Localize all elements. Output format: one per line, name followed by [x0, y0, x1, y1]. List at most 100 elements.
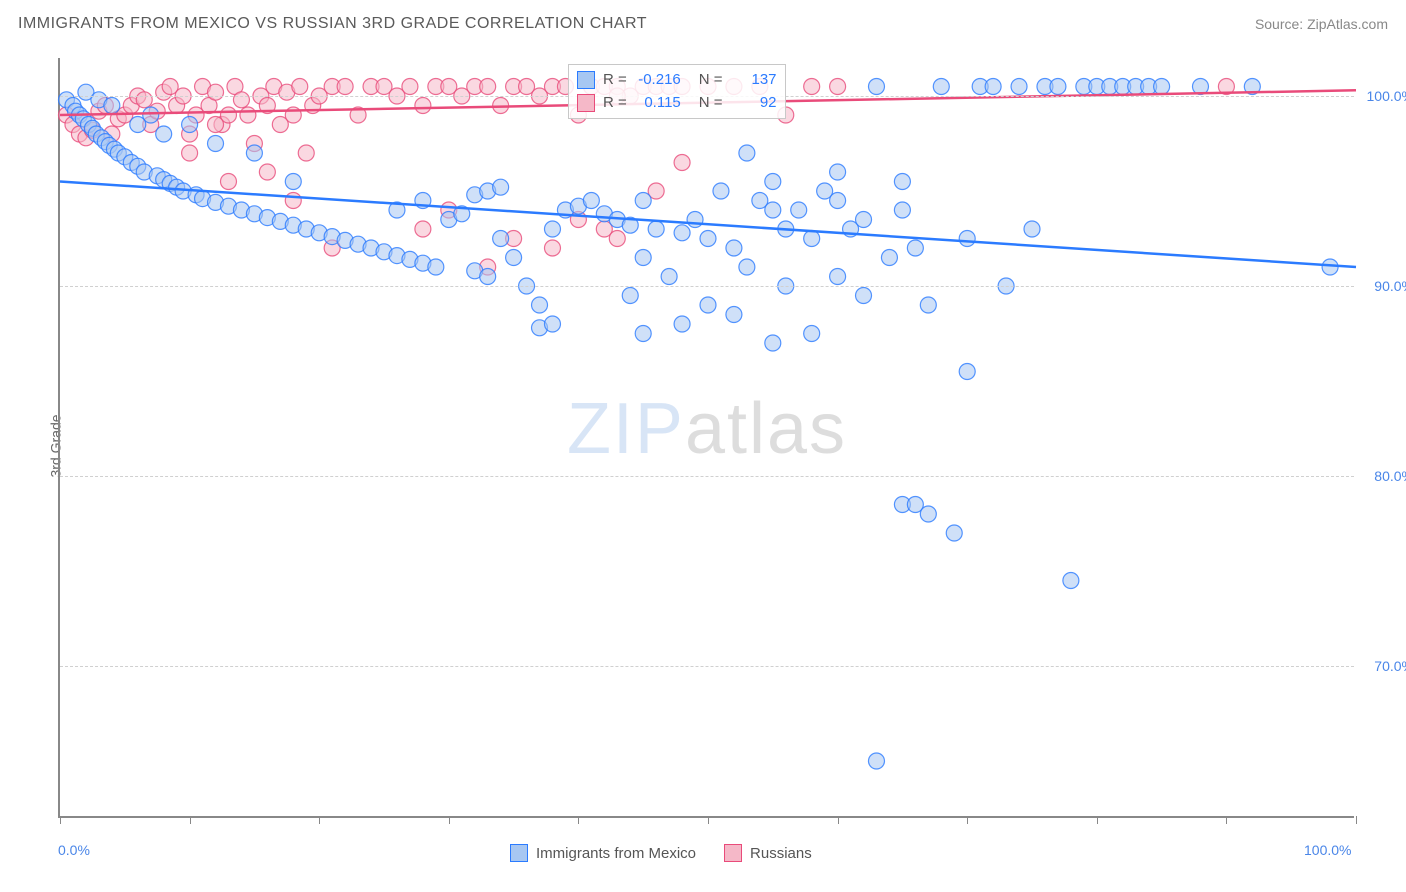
scatter-point	[337, 79, 353, 95]
scatter-point	[674, 155, 690, 171]
x-tick	[1356, 816, 1357, 824]
scatter-point	[920, 297, 936, 313]
stats-n-label: N =	[699, 69, 723, 92]
scatter-point	[830, 79, 846, 95]
legend-swatch	[577, 94, 595, 112]
scatter-point	[648, 221, 664, 237]
scatter-point	[985, 79, 1001, 95]
scatter-point	[156, 126, 172, 142]
scatter-point	[1024, 221, 1040, 237]
scatter-point	[881, 250, 897, 266]
scatter-point	[856, 212, 872, 228]
scatter-point	[285, 193, 301, 209]
scatter-point	[713, 183, 729, 199]
scatter-point	[635, 250, 651, 266]
legend-label: Immigrants from Mexico	[536, 845, 696, 862]
gridline-h	[60, 666, 1354, 667]
scatter-point	[415, 221, 431, 237]
trend-line	[60, 182, 1356, 268]
scatter-point	[402, 79, 418, 95]
x-axis-max-label: 100.0%	[1304, 842, 1351, 858]
x-tick	[578, 816, 579, 824]
gridline-h	[60, 286, 1354, 287]
stats-r-label: R =	[603, 92, 627, 115]
legend-item: Immigrants from Mexico	[510, 844, 696, 862]
scatter-point	[804, 326, 820, 342]
chart-svg	[60, 58, 1354, 816]
scatter-point	[804, 79, 820, 95]
scatter-point	[804, 231, 820, 247]
scatter-point	[765, 202, 781, 218]
scatter-point	[415, 98, 431, 114]
scatter-point	[700, 231, 716, 247]
x-tick	[1226, 816, 1227, 824]
scatter-point	[583, 193, 599, 209]
scatter-point	[674, 225, 690, 241]
y-tick-label: 90.0%	[1374, 278, 1406, 294]
stats-row: R = 0.115 N = 92	[577, 92, 777, 115]
scatter-point	[208, 117, 224, 133]
scatter-point	[674, 316, 690, 332]
scatter-point	[687, 212, 703, 228]
stats-row: R =-0.216N =137	[577, 69, 777, 92]
x-axis-min-label: 0.0%	[58, 842, 90, 858]
scatter-point	[739, 145, 755, 161]
stats-n-label: N =	[699, 92, 723, 115]
scatter-point	[136, 92, 152, 108]
scatter-point	[428, 259, 444, 275]
scatter-point	[1063, 573, 1079, 589]
scatter-point	[259, 164, 275, 180]
scatter-point	[233, 92, 249, 108]
scatter-point	[104, 98, 120, 114]
scatter-point	[493, 179, 509, 195]
x-tick	[967, 816, 968, 824]
stats-r-value: 0.115	[635, 92, 681, 115]
scatter-point	[532, 297, 548, 313]
scatter-point	[1322, 259, 1338, 275]
x-tick	[838, 816, 839, 824]
scatter-point	[920, 506, 936, 522]
scatter-point	[868, 753, 884, 769]
x-tick	[190, 816, 191, 824]
legend-swatch	[724, 844, 742, 862]
scatter-point	[894, 202, 910, 218]
stats-box: R =-0.216N =137R =0.115N =92	[568, 64, 786, 119]
scatter-point	[700, 297, 716, 313]
scatter-point	[765, 335, 781, 351]
plot-area: ZIPatlas 70.0%80.0%90.0%100.0%	[58, 58, 1354, 818]
y-tick-label: 70.0%	[1374, 658, 1406, 674]
scatter-point	[285, 174, 301, 190]
stats-n-value: 92	[731, 92, 777, 115]
scatter-point	[493, 231, 509, 247]
scatter-point	[480, 79, 496, 95]
scatter-point	[240, 107, 256, 123]
scatter-point	[298, 145, 314, 161]
scatter-point	[830, 269, 846, 285]
scatter-point	[791, 202, 807, 218]
scatter-point	[506, 250, 522, 266]
scatter-point	[739, 259, 755, 275]
scatter-point	[1011, 79, 1027, 95]
scatter-point	[907, 240, 923, 256]
legend-item: Russians	[724, 844, 812, 862]
scatter-point	[830, 164, 846, 180]
x-tick	[449, 816, 450, 824]
scatter-point	[726, 307, 742, 323]
legend-swatch	[510, 844, 528, 862]
scatter-point	[208, 136, 224, 152]
x-tick	[319, 816, 320, 824]
scatter-point	[544, 316, 560, 332]
scatter-point	[292, 79, 308, 95]
chart-title: IMMIGRANTS FROM MEXICO VS RUSSIAN 3RD GR…	[18, 15, 647, 33]
scatter-point	[609, 231, 625, 247]
scatter-point	[661, 269, 677, 285]
scatter-point	[130, 117, 146, 133]
scatter-point	[208, 84, 224, 100]
scatter-point	[946, 525, 962, 541]
scatter-point	[765, 174, 781, 190]
x-tick	[60, 816, 61, 824]
x-tick	[1097, 816, 1098, 824]
scatter-point	[894, 174, 910, 190]
stats-r-value: -0.216	[635, 69, 681, 92]
scatter-point	[246, 145, 262, 161]
